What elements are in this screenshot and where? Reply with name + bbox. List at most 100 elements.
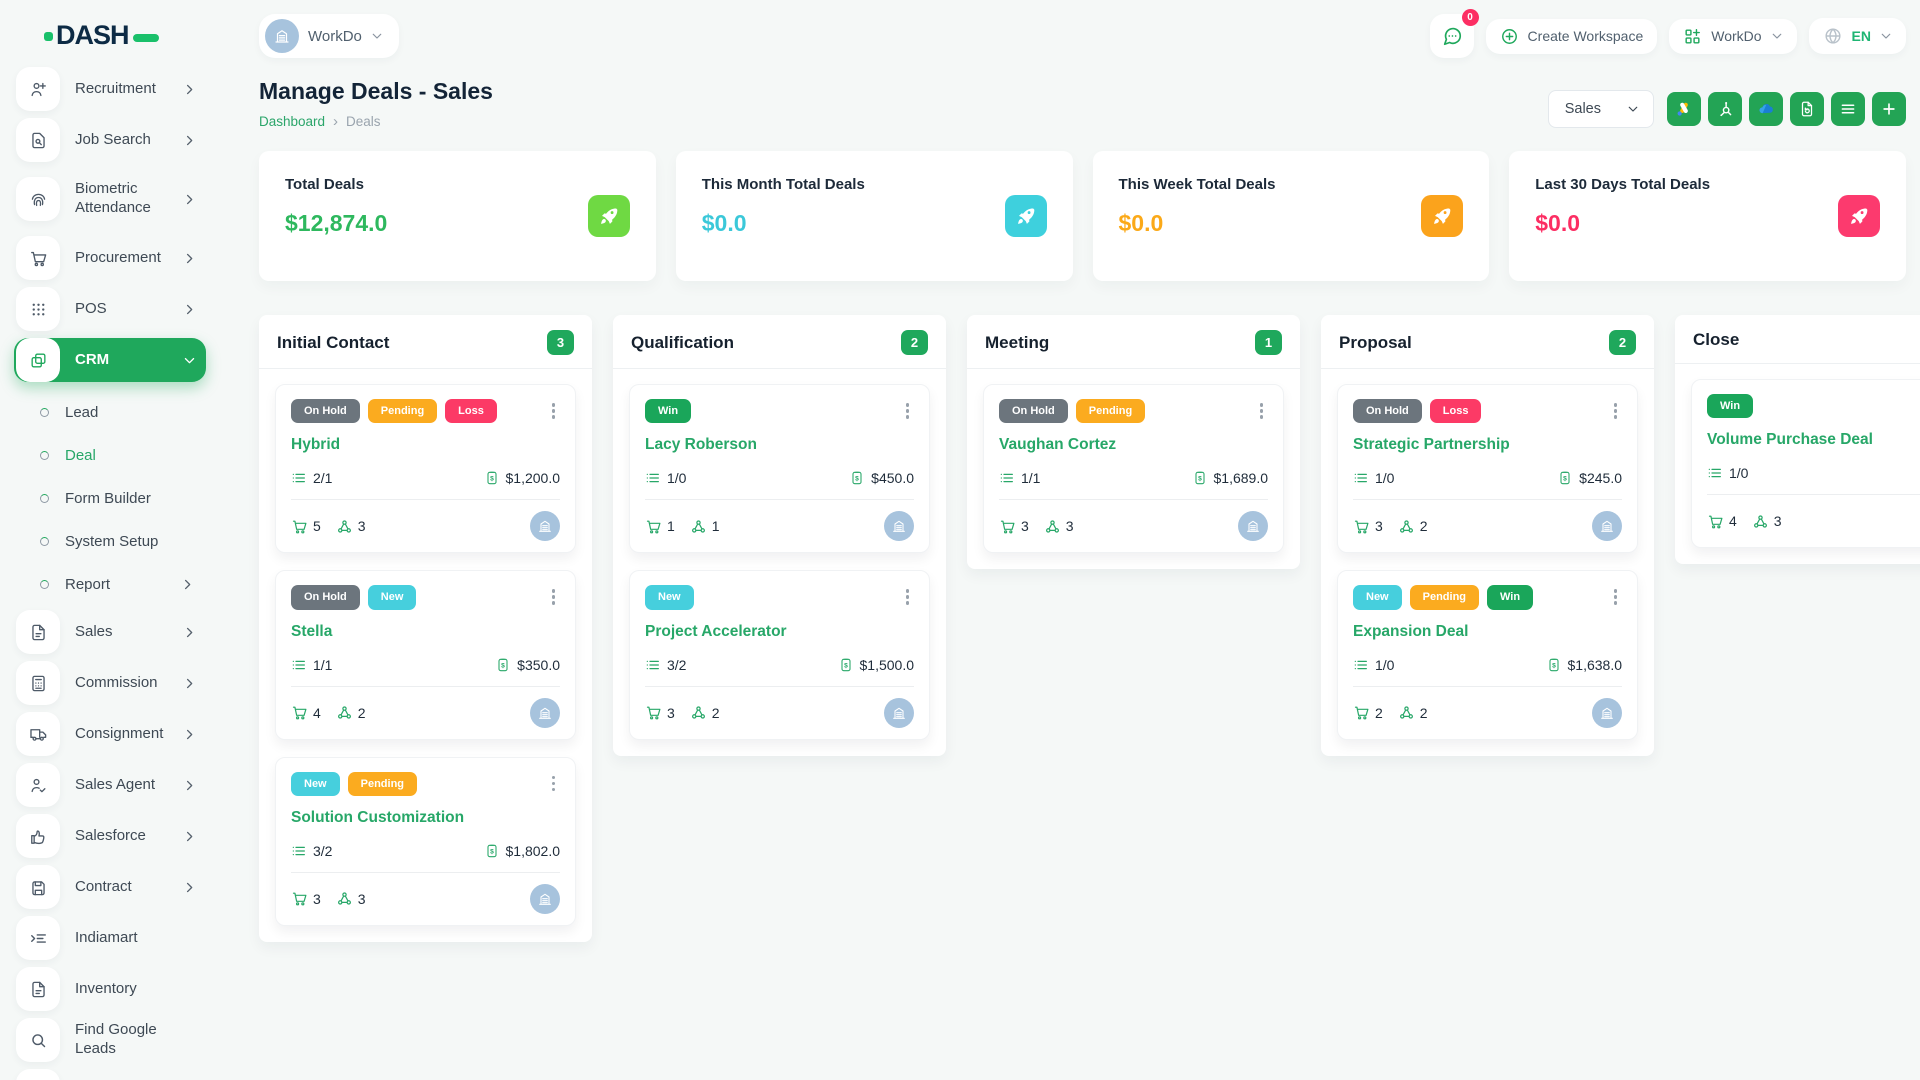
card-menu-button[interactable] (547, 772, 561, 796)
card-menu-button[interactable] (1609, 399, 1623, 423)
card-menu-button[interactable] (1255, 399, 1269, 423)
card-menu-button[interactable] (547, 585, 561, 609)
add-deal-button[interactable] (1872, 92, 1906, 126)
google-ads-button[interactable] (1667, 92, 1701, 126)
chevron-down-icon (1771, 30, 1783, 42)
deal-card[interactable]: On Hold New Stella 1/1 $350.0 4 2 (275, 570, 576, 740)
avatar (530, 883, 560, 914)
onedrive-button[interactable] (1749, 92, 1783, 126)
money-icon (838, 657, 854, 673)
card-menu-button[interactable] (547, 399, 561, 423)
status-badge: Win (1487, 585, 1534, 610)
tasks-icon (291, 470, 307, 486)
sidebar-item-lead[interactable]: Lead (14, 391, 206, 434)
brand-logo[interactable]: DASH (14, 10, 206, 65)
sidebar-item-form-builder[interactable]: Form Builder (14, 477, 206, 520)
breadcrumb-dashboard-link[interactable]: Dashboard (259, 114, 326, 129)
stat-label: Total Deals (285, 176, 364, 193)
tasks-icon (999, 470, 1015, 486)
sidebar-item-label: Contract (75, 877, 132, 895)
sidebar-item-system-setup[interactable]: System Setup (14, 520, 206, 563)
stat-value: $0.0 (1118, 210, 1164, 236)
sidebar-item-recruitment[interactable]: Recruitment (14, 67, 206, 111)
sidebar-item-inventory[interactable]: Inventory (14, 967, 206, 1011)
export-button[interactable] (1790, 92, 1824, 126)
divider (291, 871, 560, 873)
deal-amount: $1,500.0 (859, 656, 915, 673)
card-menu-button[interactable] (901, 585, 915, 609)
deal-title-link[interactable]: Hybrid (291, 436, 341, 454)
deal-title-link[interactable]: Strategic Partnership (1353, 436, 1510, 454)
sidebar-item-vcard[interactable]: vCard (14, 1069, 206, 1080)
sidebar: DASH Recruitment Job Search Biometric At… (0, 0, 216, 1080)
deal-card[interactable]: New Pending Solution Customization 3/2 $… (275, 756, 576, 926)
sidebar-item-biometric-attendance[interactable]: Biometric Attendance (14, 169, 206, 229)
create-workspace-button[interactable]: Create Workspace (1485, 18, 1658, 54)
chevron-down-icon (1880, 30, 1892, 42)
deal-card[interactable]: On Hold Pending Vaughan Cortez 1/1 $1,68… (983, 384, 1284, 554)
sidebar-item-pos[interactable]: POS (14, 287, 206, 331)
page-header: Manage Deals - Sales Dashboard › Deals S… (259, 78, 1906, 129)
tasks-count: 3/2 (313, 842, 333, 859)
sidebar-item-find-google-leads[interactable]: Find Google Leads (14, 1018, 206, 1062)
sidebar-item-consignment[interactable]: Consignment (14, 712, 206, 756)
deal-title-link[interactable]: Lacy Roberson (645, 436, 757, 454)
list-view-button[interactable] (1831, 92, 1865, 126)
sidebar-item-salesforce[interactable]: Salesforce (14, 814, 206, 858)
deal-card[interactable]: New Project Accelerator 3/2 $1,500.0 3 2 (629, 570, 930, 740)
hubspot-button[interactable] (1708, 92, 1742, 126)
sidebar-item-commission[interactable]: Commission (14, 661, 206, 705)
deal-card[interactable]: New Pending Win Expansion Deal 1/0 $1,63… (1337, 570, 1638, 740)
sidebar-item-label: System Setup (65, 533, 159, 550)
deal-card[interactable]: On Hold Loss Strategic Partnership 1/0 $… (1337, 384, 1638, 554)
stat-label: This Week Total Deals (1118, 176, 1276, 193)
sidebar-item-report[interactable]: Report (14, 563, 206, 606)
app-menu-label: WorkDo (1711, 28, 1762, 44)
kanban-column-proposal: Proposal 2 On Hold Loss Strategic Partne… (1321, 315, 1654, 756)
deal-footer: 4 2 (291, 697, 560, 728)
deal-title-link[interactable]: Project Accelerator (645, 622, 787, 640)
contacts-icon (1752, 513, 1769, 530)
sidebar-item-label: Indiamart (75, 928, 138, 946)
column-cards: On Hold Pending Vaughan Cortez 1/1 $1,68… (967, 369, 1300, 561)
card-menu-button[interactable] (901, 399, 915, 423)
sidebar-item-indiamart[interactable]: Indiamart (14, 916, 206, 960)
hubspot-icon (1716, 100, 1734, 118)
card-menu-button[interactable] (1609, 585, 1623, 609)
thumbs-up-icon (16, 814, 60, 858)
deal-stats: 1/0 $1,638.0 (1353, 657, 1622, 673)
stat-30days-total-deals: Last 30 Days Total Deals $0.0 (1509, 151, 1906, 281)
file-icon (16, 967, 60, 1011)
pipeline-select-value: Sales (1564, 101, 1601, 117)
deal-card[interactable]: Win Volume Purchase Deal 1/0 4 3 (1691, 379, 1920, 549)
deal-amount: $1,802.0 (505, 842, 561, 859)
tasks-icon (645, 470, 661, 486)
products-count: 5 (313, 518, 321, 535)
deal-card[interactable]: Win Lacy Roberson 1/0 $450.0 1 1 (629, 384, 930, 554)
sidebar-item-sales[interactable]: Sales (14, 610, 206, 654)
sidebar-item-contract[interactable]: Contract (14, 865, 206, 909)
deal-title-link[interactable]: Stella (291, 622, 333, 640)
deal-card[interactable]: On Hold Pending Loss Hybrid 2/1 $1,200.0… (275, 384, 576, 554)
cart-icon (1353, 704, 1370, 721)
chevron-right-icon (183, 779, 196, 792)
messages-button[interactable]: 0 (1429, 9, 1479, 58)
sidebar-item-job-search[interactable]: Job Search (14, 118, 206, 162)
deal-title-link[interactable]: Vaughan Cortez (999, 436, 1117, 454)
workspace-avatar (265, 19, 299, 53)
workspace-switcher[interactable]: WorkDo (259, 14, 399, 58)
sidebar-item-crm[interactable]: CRM (14, 338, 206, 382)
pipeline-select[interactable]: Sales (1547, 90, 1654, 128)
column-title: Initial Contact (277, 332, 390, 352)
deal-title-link[interactable]: Volume Purchase Deal (1707, 431, 1873, 449)
sidebar-item-label: Inventory (75, 979, 137, 997)
deal-title-link[interactable]: Solution Customization (291, 808, 465, 826)
grid-plus-icon (1683, 27, 1702, 46)
sidebar-item-procurement[interactable]: Procurement (14, 236, 206, 280)
sidebar-item-sales-agent[interactable]: Sales Agent (14, 763, 206, 807)
sidebar-item-label: CRM (75, 350, 110, 368)
deal-title-link[interactable]: Expansion Deal (1353, 622, 1469, 640)
sidebar-item-deal[interactable]: Deal (14, 434, 206, 477)
app-menu-button[interactable]: WorkDo (1669, 18, 1797, 54)
language-selector[interactable]: EN (1808, 18, 1906, 54)
